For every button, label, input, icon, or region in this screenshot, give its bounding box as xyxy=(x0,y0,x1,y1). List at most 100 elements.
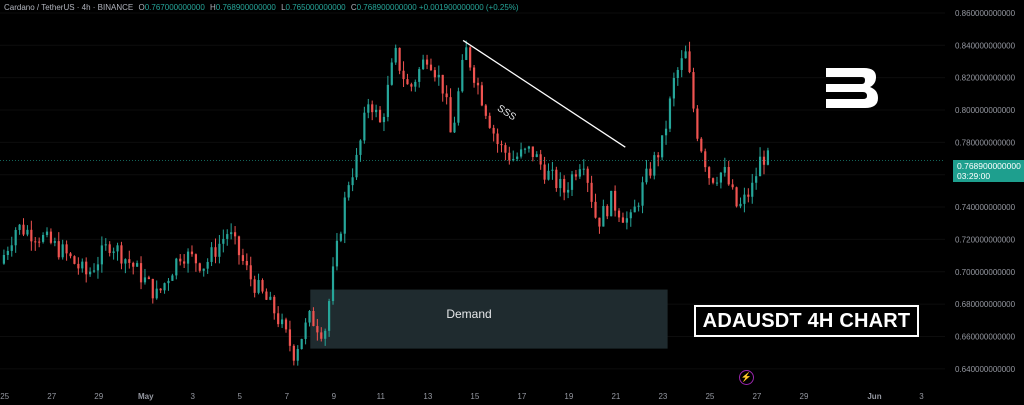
candle-body xyxy=(49,231,53,243)
candle-body xyxy=(543,164,546,180)
candle-body xyxy=(81,261,84,269)
candle-body xyxy=(625,218,628,223)
candle-body xyxy=(480,85,484,106)
candle-body xyxy=(226,234,229,239)
candle-body xyxy=(755,176,758,183)
candle-body xyxy=(257,280,260,293)
time-axis[interactable]: 25 27 29 May 3 5 7 9 11 13 15 17 19 21 23 25 27 29 Jun 3 xyxy=(0,392,924,401)
candle-body xyxy=(265,291,268,300)
candle-body xyxy=(304,322,307,339)
candle-body xyxy=(633,206,636,213)
candle-body xyxy=(347,185,350,198)
sss-trendline xyxy=(462,39,626,148)
candle-body xyxy=(680,58,683,70)
candle-body xyxy=(437,74,440,78)
candle-body xyxy=(230,232,233,235)
time-tick-label: 29 xyxy=(94,392,103,401)
candle-body xyxy=(731,184,734,188)
candle-body xyxy=(104,244,107,246)
demand-zone-label: Demand xyxy=(446,307,492,321)
candle-body xyxy=(112,251,115,253)
candle-body xyxy=(621,217,625,223)
candle-body xyxy=(566,189,570,193)
candle-body xyxy=(614,190,617,211)
candle-body xyxy=(472,67,476,83)
candle-body xyxy=(312,310,315,327)
candle-body xyxy=(269,296,272,300)
candle-body xyxy=(292,345,295,361)
lightning-icon[interactable]: ⚡ xyxy=(739,370,754,385)
candle-body xyxy=(653,155,656,176)
candle-body xyxy=(18,224,21,230)
price-tick-label: 0.720000000000 xyxy=(955,235,1016,244)
time-tick-label: 29 xyxy=(800,392,809,401)
low-label: L xyxy=(281,3,286,12)
candle-body xyxy=(719,172,722,183)
price-tick-label: 0.640000000000 xyxy=(955,365,1016,374)
candle-body xyxy=(751,182,754,197)
candle-body xyxy=(708,167,711,179)
candle-body xyxy=(367,104,370,113)
demand-zone xyxy=(310,289,668,349)
low-value: 0.765000000000 xyxy=(285,3,346,12)
open-label: O xyxy=(138,3,145,12)
price-tick-label: 0.820000000000 xyxy=(955,74,1016,83)
candle-body xyxy=(762,156,766,165)
candle-body xyxy=(273,296,276,314)
candle-body xyxy=(766,150,770,165)
candle-body xyxy=(684,51,687,59)
candle-body xyxy=(339,233,342,241)
candle-body xyxy=(198,263,201,271)
time-tick-label: 3 xyxy=(191,392,196,401)
candle-body xyxy=(402,70,405,80)
candle-body xyxy=(57,241,60,258)
candle-body xyxy=(351,177,354,186)
time-tick-label: 7 xyxy=(285,392,290,401)
candle-body xyxy=(245,260,248,266)
price-tick-label: 0.780000000000 xyxy=(955,138,1016,147)
candle-body xyxy=(516,156,519,159)
candle-body xyxy=(504,145,507,153)
candle-body xyxy=(590,182,593,202)
candle-body xyxy=(375,109,378,113)
candle-body xyxy=(249,265,252,280)
time-tick-label: 21 xyxy=(611,392,620,401)
time-tick-label: 19 xyxy=(564,392,573,401)
candle-body xyxy=(222,238,225,244)
symbol-title[interactable]: Cardano / TetherUS · 4h · BINANCE xyxy=(4,3,134,12)
candle-body xyxy=(378,109,382,123)
candle-body xyxy=(692,72,695,109)
candle-body xyxy=(449,97,452,133)
candle-body xyxy=(277,313,280,325)
candle-body xyxy=(151,278,154,299)
time-tick-label: 27 xyxy=(47,392,56,401)
candle-body xyxy=(535,154,538,157)
candle-body xyxy=(218,243,221,257)
candle-body xyxy=(425,59,429,65)
price-tick-label: 0.740000000000 xyxy=(955,203,1016,212)
time-tick-label: 13 xyxy=(423,392,432,401)
change-value: +0.001900000000 (+0.25%) xyxy=(418,3,519,12)
price-axis[interactable]: 0.640000000000 0.660000000000 0.6800000000… xyxy=(955,9,1016,374)
candle-body xyxy=(132,262,135,267)
price-tick-label: 0.700000000000 xyxy=(955,268,1016,277)
candle-body xyxy=(664,128,668,136)
time-tick-label: 27 xyxy=(752,392,761,401)
candle-body xyxy=(143,277,147,283)
candle-body xyxy=(359,140,362,155)
time-tick-label: 25 xyxy=(705,392,714,401)
candle-body xyxy=(629,212,632,219)
candle-body xyxy=(555,169,558,189)
candle-body xyxy=(418,69,421,82)
candle-body xyxy=(85,261,88,275)
time-tick-label: May xyxy=(138,392,154,401)
time-tick-label: 23 xyxy=(658,392,667,401)
candle-body xyxy=(672,78,675,99)
time-tick-label: 15 xyxy=(470,392,479,401)
candle-body xyxy=(394,47,397,63)
candle-body xyxy=(69,253,72,257)
candle-body xyxy=(602,206,605,227)
close-value: 0.768900000000 xyxy=(356,3,417,12)
open-value: 0.767000000000 xyxy=(144,3,205,12)
